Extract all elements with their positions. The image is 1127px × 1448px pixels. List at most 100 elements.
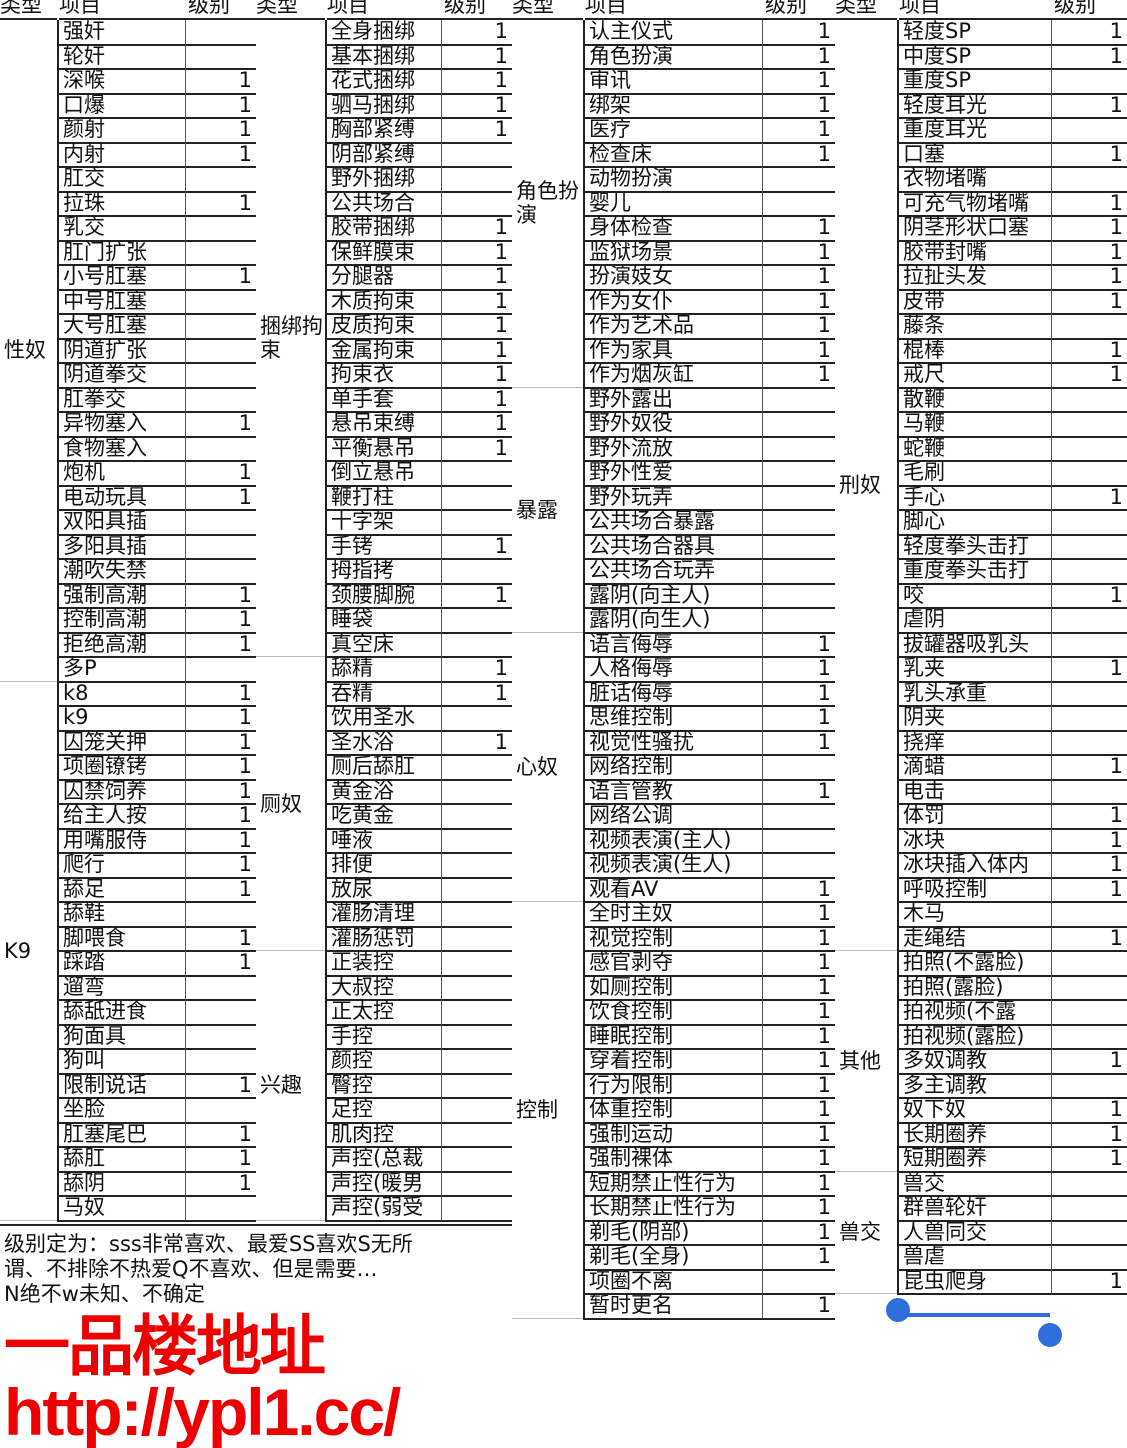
level-cell[interactable] [442, 853, 512, 879]
level-cell[interactable] [442, 486, 512, 511]
item-cell[interactable]: 睡眠控制 [583, 1024, 763, 1050]
item-cell[interactable]: 花式捆绑 [325, 69, 442, 95]
level-cell[interactable] [186, 167, 256, 193]
level-cell[interactable]: 1 [763, 241, 835, 266]
item-cell[interactable]: 拉珠 [57, 191, 186, 217]
level-cell[interactable]: 1 [763, 314, 835, 340]
level-cell[interactable] [1052, 976, 1127, 1001]
level-cell[interactable]: 1 [442, 535, 512, 560]
item-cell[interactable]: 虐阴 [897, 608, 1052, 634]
level-cell[interactable]: 1 [763, 976, 835, 1001]
item-cell[interactable]: 胶带封嘴 [897, 240, 1052, 266]
item-cell[interactable]: 公共场合暴露 [583, 510, 763, 536]
item-cell[interactable]: 审讯 [583, 69, 763, 95]
level-cell[interactable]: 1 [1052, 1123, 1127, 1148]
level-cell[interactable]: 1 [763, 1196, 835, 1222]
item-cell[interactable]: 舔精 [325, 657, 442, 683]
level-cell[interactable] [442, 510, 512, 536]
level-cell[interactable]: 1 [186, 461, 256, 487]
level-cell[interactable]: 1 [186, 878, 256, 903]
item-cell[interactable]: 视频表演(主人) [583, 828, 763, 854]
level-cell[interactable]: 1 [763, 69, 835, 95]
level-cell[interactable] [763, 804, 835, 830]
level-cell[interactable] [442, 976, 512, 1001]
level-cell[interactable]: 1 [442, 437, 512, 462]
level-cell[interactable]: 1 [763, 1172, 835, 1197]
level-cell[interactable]: 1 [186, 755, 256, 781]
item-cell[interactable]: 木马 [897, 902, 1052, 928]
item-cell[interactable]: 如厕控制 [583, 975, 763, 1001]
category-cell[interactable]: 刑奴 [835, 20, 897, 951]
item-cell[interactable]: 狗叫 [57, 1049, 186, 1075]
item-cell[interactable]: 正装控 [325, 951, 442, 977]
level-cell[interactable] [1052, 780, 1127, 805]
level-cell[interactable]: 1 [1052, 657, 1127, 683]
item-cell[interactable]: 驷马捆绑 [325, 93, 442, 119]
item-cell[interactable]: 手心 [897, 485, 1052, 511]
item-cell[interactable]: 绑架 [583, 93, 763, 119]
level-cell[interactable]: 1 [186, 706, 256, 732]
level-cell[interactable] [442, 706, 512, 732]
level-cell[interactable]: 1 [442, 69, 512, 95]
item-cell[interactable]: 小号肛塞 [57, 265, 186, 291]
level-cell[interactable] [186, 902, 256, 928]
level-cell[interactable]: 1 [1052, 1270, 1127, 1295]
level-cell[interactable]: 1 [186, 94, 256, 119]
item-cell[interactable]: 舔舐进食 [57, 1000, 186, 1026]
level-cell[interactable] [1052, 731, 1127, 756]
level-cell[interactable]: 1 [442, 216, 512, 242]
item-cell[interactable]: 视觉性骚扰 [583, 730, 763, 756]
item-cell[interactable]: 冰块插入体内 [897, 853, 1052, 879]
item-cell[interactable]: 灌肠清理 [325, 902, 442, 928]
item-cell[interactable]: 大叔控 [325, 975, 442, 1001]
item-cell[interactable]: 群兽轮奸 [897, 1196, 1052, 1222]
level-cell[interactable] [1052, 167, 1127, 193]
level-cell[interactable]: 1 [186, 118, 256, 144]
item-cell[interactable]: 遛弯 [57, 975, 186, 1001]
item-cell[interactable]: 拘束衣 [325, 363, 442, 389]
selection-handle[interactable] [1038, 1323, 1062, 1347]
level-cell[interactable] [763, 461, 835, 487]
item-cell[interactable]: 拒绝高潮 [57, 632, 186, 658]
item-cell[interactable]: 野外流放 [583, 436, 763, 462]
item-cell[interactable]: 中号肛塞 [57, 289, 186, 315]
level-cell[interactable]: 1 [442, 339, 512, 364]
level-cell[interactable] [1052, 1172, 1127, 1197]
item-cell[interactable]: 野外玩弄 [583, 485, 763, 511]
item-cell[interactable]: 脏话侮辱 [583, 681, 763, 707]
level-cell[interactable]: 1 [1052, 94, 1127, 119]
level-cell[interactable] [186, 290, 256, 315]
level-cell[interactable]: 1 [763, 1049, 835, 1075]
level-cell[interactable]: 1 [442, 682, 512, 707]
level-cell[interactable]: 1 [763, 1245, 835, 1271]
level-cell[interactable]: 1 [763, 118, 835, 144]
level-cell[interactable] [442, 927, 512, 952]
item-cell[interactable]: 长期圈养 [897, 1122, 1052, 1148]
level-cell[interactable]: 1 [1052, 804, 1127, 830]
item-cell[interactable]: 阴部紧缚 [325, 142, 442, 168]
item-cell[interactable]: 坐脸 [57, 1098, 186, 1124]
level-cell[interactable] [186, 20, 256, 46]
item-cell[interactable]: 放尿 [325, 877, 442, 903]
level-cell[interactable]: 1 [1052, 755, 1127, 781]
item-cell[interactable]: 兽交 [897, 1171, 1052, 1197]
level-cell[interactable]: 1 [186, 927, 256, 952]
item-cell[interactable]: 野外性爱 [583, 461, 763, 487]
item-cell[interactable]: 平衡悬吊 [325, 436, 442, 462]
item-cell[interactable]: 感官剥夺 [583, 951, 763, 977]
item-cell[interactable]: 短期禁止性行为 [583, 1171, 763, 1197]
level-cell[interactable]: 1 [186, 412, 256, 438]
level-cell[interactable]: 1 [763, 633, 835, 658]
item-cell[interactable]: 异物塞入 [57, 412, 186, 438]
level-cell[interactable] [442, 1049, 512, 1075]
level-cell[interactable]: 1 [186, 608, 256, 634]
item-cell[interactable]: 剃毛(阴部) [583, 1220, 763, 1246]
item-cell[interactable]: 用嘴服侍 [57, 828, 186, 854]
level-cell[interactable]: 1 [763, 265, 835, 291]
item-cell[interactable]: 语言管教 [583, 779, 763, 805]
item-cell[interactable]: 多P [57, 657, 186, 683]
level-cell[interactable]: 1 [186, 633, 256, 658]
level-cell[interactable]: 1 [442, 241, 512, 266]
item-cell[interactable]: 大号肛塞 [57, 314, 186, 340]
item-cell[interactable]: 强制运动 [583, 1122, 763, 1148]
